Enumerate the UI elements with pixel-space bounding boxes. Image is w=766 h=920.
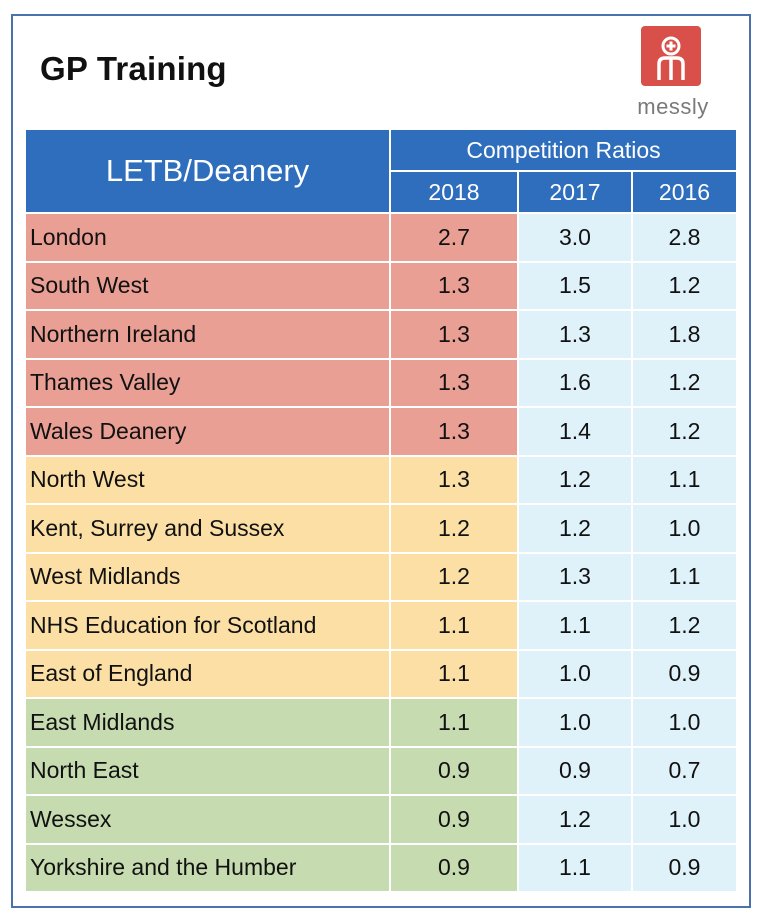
table-row: North West 1.3 1.2 1.1 <box>26 456 736 503</box>
ratio-cell-2016: 2.8 <box>633 214 736 261</box>
ratio-cell-2018: 0.9 <box>391 747 517 794</box>
ratio-cell-2016: 0.9 <box>633 650 736 697</box>
ratio-cell-2018: 0.9 <box>391 796 517 843</box>
ratio-cell-2016: 1.8 <box>633 311 736 358</box>
ratio-cell-2017: 1.5 <box>519 262 631 309</box>
ratio-cell-2016: 0.7 <box>633 747 736 794</box>
ratio-cell-2018: 1.1 <box>391 650 517 697</box>
table-row: North East 0.9 0.9 0.7 <box>26 747 736 794</box>
ratio-cell-2016: 1.0 <box>633 796 736 843</box>
table-row: South West 1.3 1.5 1.2 <box>26 262 736 309</box>
ratio-cell-2016: 1.2 <box>633 602 736 649</box>
ratio-cell-2018: 1.3 <box>391 456 517 503</box>
table-row: East of England 1.1 1.0 0.9 <box>26 650 736 697</box>
ratio-cell-2016: 1.1 <box>633 553 736 600</box>
ratio-cell-2016: 1.2 <box>633 408 736 455</box>
year-header-2017: 2017 <box>519 172 631 212</box>
deanery-name-cell: North West <box>26 456 389 503</box>
competition-ratios-header: Competition Ratios <box>391 130 736 170</box>
deanery-name-cell: Wales Deanery <box>26 408 389 455</box>
ratio-cell-2018: 1.2 <box>391 505 517 552</box>
table-row: Northern Ireland 1.3 1.3 1.8 <box>26 311 736 358</box>
competition-ratios-table: LETB/Deanery Competition Ratios 2018 201… <box>24 128 738 893</box>
table-row: Kent, Surrey and Sussex 1.2 1.2 1.0 <box>26 505 736 552</box>
deanery-name-cell: North East <box>26 747 389 794</box>
chart-title: GP Training <box>40 50 227 87</box>
messly-logo: messly <box>637 26 709 122</box>
ratio-cell-2017: 0.9 <box>519 747 631 794</box>
ratio-cell-2018: 2.7 <box>391 214 517 261</box>
ratio-cell-2016: 1.2 <box>633 262 736 309</box>
ratio-cell-2016: 1.0 <box>633 505 736 552</box>
ratio-cell-2017: 1.2 <box>519 456 631 503</box>
ratio-cell-2017: 1.4 <box>519 408 631 455</box>
deanery-name-cell: Wessex <box>26 796 389 843</box>
table-row: Thames Valley 1.3 1.6 1.2 <box>26 359 736 406</box>
deanery-name-cell: London <box>26 214 389 261</box>
ratio-cell-2017: 1.3 <box>519 311 631 358</box>
year-header-2016: 2016 <box>633 172 736 212</box>
ratio-cell-2018: 1.1 <box>391 602 517 649</box>
deanery-name-cell: Yorkshire and the Humber <box>26 844 389 891</box>
deanery-name-cell: Thames Valley <box>26 359 389 406</box>
deanery-name-cell: East of England <box>26 650 389 697</box>
ratio-cell-2016: 1.0 <box>633 699 736 746</box>
ratio-cell-2018: 0.9 <box>391 844 517 891</box>
ratio-cell-2018: 1.3 <box>391 262 517 309</box>
ratio-cell-2017: 3.0 <box>519 214 631 261</box>
ratio-cell-2017: 1.0 <box>519 650 631 697</box>
ratio-cell-2017: 1.1 <box>519 602 631 649</box>
ratio-cell-2017: 1.2 <box>519 796 631 843</box>
deanery-name-cell: Kent, Surrey and Sussex <box>26 505 389 552</box>
deanery-name-cell: West Midlands <box>26 553 389 600</box>
ratio-cell-2018: 1.3 <box>391 311 517 358</box>
deanery-name-cell: Northern Ireland <box>26 311 389 358</box>
deanery-name-cell: South West <box>26 262 389 309</box>
ratio-cell-2018: 1.3 <box>391 408 517 455</box>
ratio-cell-2017: 1.0 <box>519 699 631 746</box>
table-row: Wessex 0.9 1.2 1.0 <box>26 796 736 843</box>
ratio-cell-2017: 1.3 <box>519 553 631 600</box>
ratio-cell-2017: 1.2 <box>519 505 631 552</box>
deanery-name-cell: NHS Education for Scotland <box>26 602 389 649</box>
letb-deanery-header: LETB/Deanery <box>26 130 389 212</box>
table-row: East Midlands 1.1 1.0 1.0 <box>26 699 736 746</box>
messly-logo-text: messly <box>637 94 709 119</box>
table-row: West Midlands 1.2 1.3 1.1 <box>26 553 736 600</box>
ratio-cell-2016: 0.9 <box>633 844 736 891</box>
ratio-cell-2018: 1.3 <box>391 359 517 406</box>
deanery-name-cell: East Midlands <box>26 699 389 746</box>
year-header-2018: 2018 <box>391 172 517 212</box>
table-body: London 2.7 3.0 2.8 South West 1.3 1.5 1.2 Northe… <box>26 214 736 891</box>
messly-logo-icon <box>641 26 701 86</box>
ratio-cell-2017: 1.1 <box>519 844 631 891</box>
table-row: NHS Education for Scotland 1.1 1.1 1.2 <box>26 602 736 649</box>
ratio-cell-2018: 1.2 <box>391 553 517 600</box>
ratio-cell-2017: 1.6 <box>519 359 631 406</box>
ratio-cell-2016: 1.1 <box>633 456 736 503</box>
table-row: Yorkshire and the Humber 0.9 1.1 0.9 <box>26 844 736 891</box>
ratio-cell-2016: 1.2 <box>633 359 736 406</box>
ratio-cell-2018: 1.1 <box>391 699 517 746</box>
table-row: London 2.7 3.0 2.8 <box>26 214 736 261</box>
table-row: Wales Deanery 1.3 1.4 1.2 <box>26 408 736 455</box>
